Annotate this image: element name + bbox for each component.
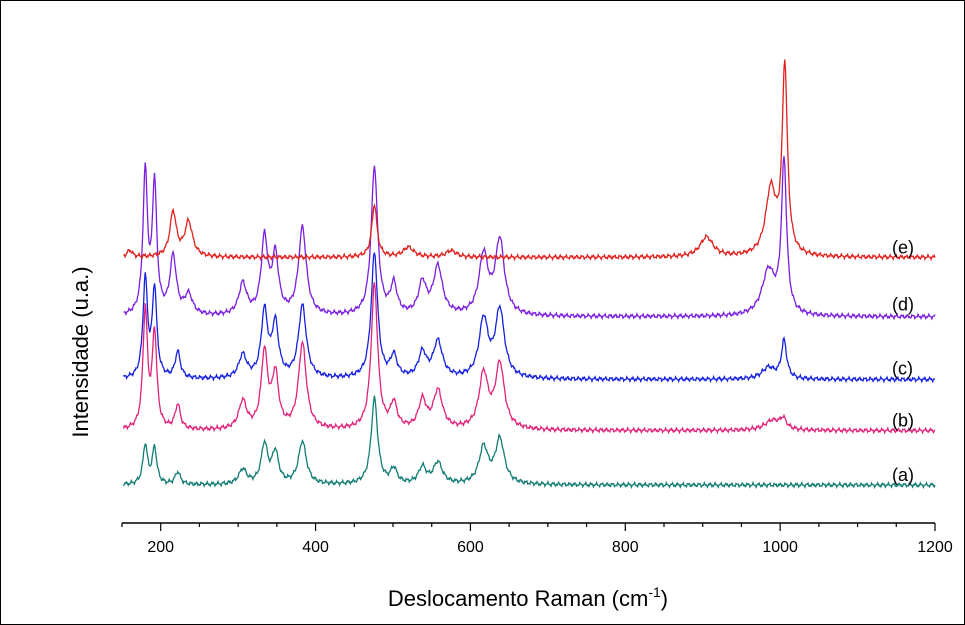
series-label-d: (d): [892, 295, 914, 315]
series-line-a: [122, 395, 936, 490]
series-label-e: (e): [892, 238, 914, 258]
x-tick-label: 1200: [917, 539, 953, 556]
x-tick-label: 400: [302, 539, 329, 556]
y-axis-title: Intensidade (u.a.): [68, 266, 93, 437]
x-axis-title: Deslocamento Raman (cm-1): [388, 584, 668, 611]
series-label-b: (b): [892, 411, 914, 431]
x-tick-label: 1000: [762, 539, 798, 556]
x-tick-label: 600: [457, 539, 484, 556]
series-line-b: [122, 282, 936, 435]
x-tick-label: 800: [612, 539, 639, 556]
series-label-c: (c): [892, 359, 913, 379]
series-labels: (a) (b) (c) (d) (e): [892, 238, 914, 485]
series-label-a: (a): [892, 465, 914, 485]
series-line-c: [122, 252, 936, 384]
x-axis-ticks: 200 400 600 800 1000 1200: [121, 523, 953, 556]
x-axis: 200 400 600 800 1000 1200: [121, 522, 953, 556]
series-line-d: [123, 156, 936, 321]
x-tick-label: 200: [147, 539, 174, 556]
series-group: [122, 59, 936, 490]
series-line-e: [123, 59, 936, 262]
